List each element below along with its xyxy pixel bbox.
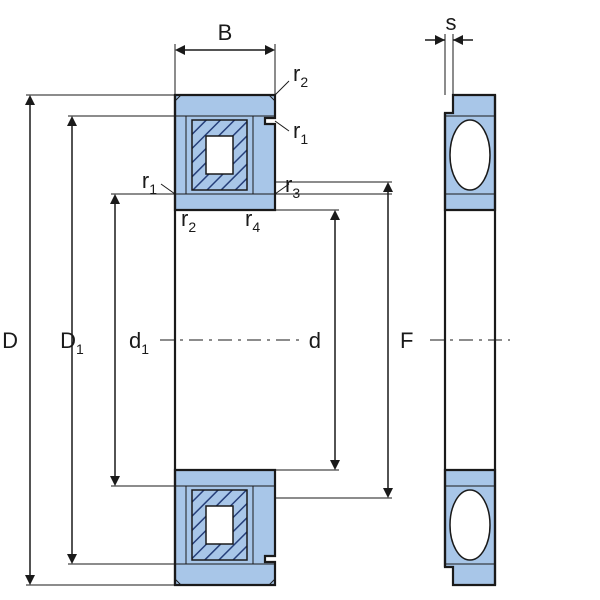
- r2: r2: [293, 61, 308, 90]
- D1: D1: [60, 328, 84, 357]
- s: s: [446, 10, 457, 35]
- B: B: [218, 20, 233, 45]
- F: F: [400, 328, 413, 353]
- D: D: [2, 328, 18, 353]
- r3: r3: [285, 172, 300, 201]
- d1: d1: [129, 328, 149, 357]
- d: d: [309, 328, 321, 353]
- r1: r1: [293, 118, 308, 147]
- r1: r1: [142, 168, 157, 197]
